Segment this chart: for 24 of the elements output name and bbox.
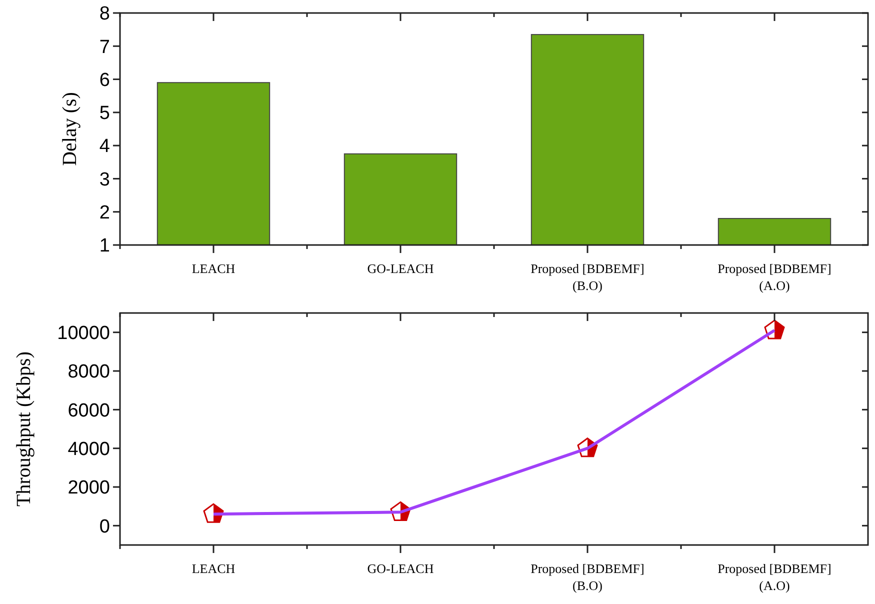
y-tick-label: 3 — [99, 169, 110, 190]
x-tick-label: Proposed [BDBEMF] (B.O) — [530, 561, 644, 593]
y-axis-title: Throughput (Kbps) — [13, 352, 35, 506]
y-tick-label: 6 — [99, 70, 110, 91]
y-tick-label: 4000 — [68, 438, 110, 460]
x-tick-label: Proposed [BDBEMF] (B.O) — [530, 261, 644, 293]
y-tick-label: 8000 — [68, 362, 110, 383]
y-tick-label: 4 — [99, 136, 110, 158]
y-axis-title: Delay (s) — [59, 92, 81, 166]
y-tick-label: 10000 — [57, 322, 110, 344]
y-tick-label: 2000 — [68, 478, 110, 499]
x-tick-label: GO-LEACH — [367, 261, 434, 276]
y-tick-label: 1 — [99, 236, 110, 257]
y-tick-label: 5 — [99, 103, 110, 124]
x-tick-label: Proposed [BDBEMF] (A.O) — [718, 561, 832, 593]
y-tick-label: 6000 — [68, 400, 110, 422]
y-tick-label: 0 — [99, 516, 110, 538]
x-tick-label: GO-LEACH — [367, 561, 434, 576]
y-tick-label: 7 — [99, 36, 110, 58]
x-tick-label: Proposed [BDBEMF] (A.O) — [718, 261, 832, 293]
x-tick-label: LEACH — [192, 261, 236, 276]
y-tick-label: 8 — [99, 4, 110, 25]
y-tick-label: 2 — [99, 202, 110, 224]
x-tick-label: LEACH — [192, 561, 236, 576]
